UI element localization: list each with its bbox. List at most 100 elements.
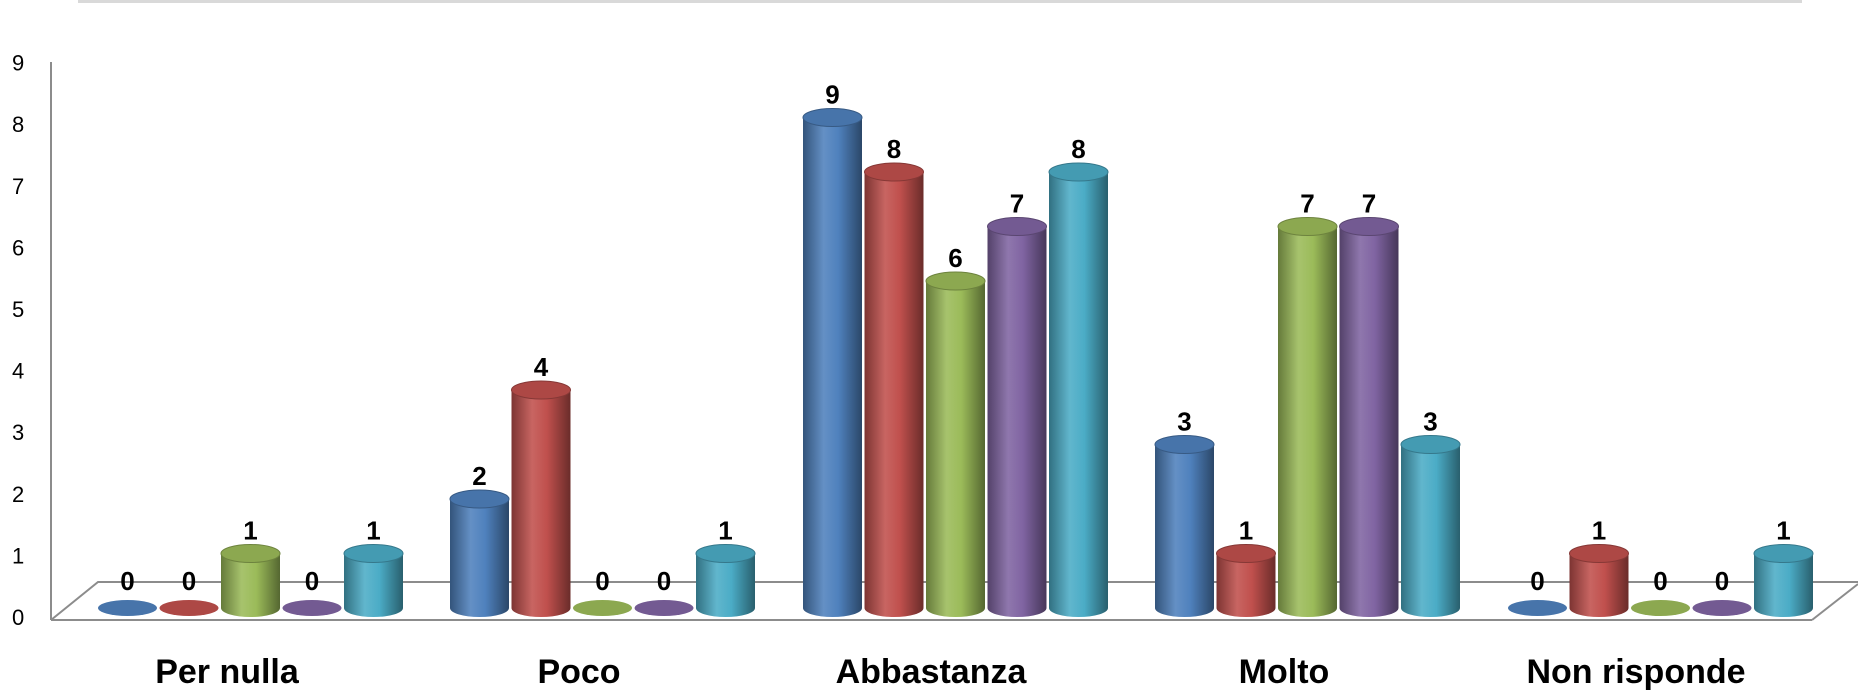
bar <box>282 600 342 616</box>
bar-top <box>925 271 986 291</box>
bar <box>864 162 924 617</box>
bar-top <box>1339 217 1399 236</box>
data-label: 7 <box>1010 189 1024 219</box>
y-tick-label: 8 <box>12 112 24 137</box>
bar <box>987 217 1047 617</box>
bar-zero-cap <box>159 600 219 616</box>
bar <box>1508 600 1567 616</box>
bar <box>1277 217 1338 617</box>
bar-body <box>221 553 280 617</box>
data-label: 7 <box>1362 189 1376 219</box>
data-label: 0 <box>305 566 319 596</box>
bar <box>343 544 404 617</box>
bar <box>1569 544 1629 617</box>
bar-zero-cap <box>573 600 632 616</box>
y-tick-label: 6 <box>12 235 24 260</box>
bar-body <box>1278 226 1337 617</box>
bar-body <box>1569 553 1629 617</box>
bar <box>1631 600 1690 616</box>
bar <box>220 544 281 617</box>
bar <box>634 600 694 616</box>
bar <box>1339 217 1399 617</box>
bar-top <box>987 217 1047 236</box>
bar <box>1400 435 1461 617</box>
bar-top <box>802 108 863 127</box>
data-label: 3 <box>1423 407 1437 437</box>
data-label: 8 <box>887 134 901 164</box>
bar <box>1753 544 1814 617</box>
bar-body <box>696 553 755 617</box>
data-label: 7 <box>1300 189 1314 219</box>
bar-body <box>1155 444 1214 617</box>
y-tick-label: 0 <box>12 605 24 630</box>
data-label: 0 <box>120 566 134 596</box>
bar <box>925 271 986 617</box>
bar-top <box>220 544 281 563</box>
bar-top <box>449 489 510 509</box>
title-strip <box>78 0 1802 3</box>
data-label: 9 <box>825 80 839 110</box>
category-label: Molto <box>1239 653 1330 690</box>
y-tick-label: 9 <box>12 51 24 76</box>
bar <box>695 544 756 617</box>
y-tick-label: 7 <box>12 174 24 199</box>
data-label: 3 <box>1177 407 1191 437</box>
bar-body <box>1339 226 1399 617</box>
bar-body <box>926 281 985 617</box>
bar-body <box>803 117 862 617</box>
data-label: 1 <box>366 516 380 546</box>
bar-body <box>987 226 1047 617</box>
bar-body <box>344 553 403 617</box>
bar-zero-cap <box>98 600 157 616</box>
data-label: 6 <box>948 243 962 273</box>
y-tick-label: 5 <box>12 297 24 322</box>
bar-top <box>343 544 404 563</box>
bar-top <box>695 544 756 563</box>
bar-top <box>864 162 924 182</box>
bar-body <box>1401 444 1460 617</box>
bar <box>1048 162 1109 617</box>
data-label: 0 <box>595 566 609 596</box>
bar-top <box>1753 544 1814 563</box>
bar <box>511 380 571 617</box>
bar-zero-cap <box>1692 600 1752 616</box>
bar-zero-cap <box>282 600 342 616</box>
category-label: Abbastanza <box>836 653 1028 690</box>
data-label: 0 <box>657 566 671 596</box>
floor-right-edge <box>1811 583 1858 621</box>
category-label: Per nulla <box>155 653 300 690</box>
bar <box>802 108 863 617</box>
bar-zero-cap <box>1508 600 1567 616</box>
data-label: 1 <box>1776 516 1790 546</box>
bar-top <box>1569 544 1629 563</box>
category-labels: Per nulla Poco Abbastanza Molto Non risponde <box>155 653 1745 690</box>
bar-top <box>1048 162 1109 182</box>
bars <box>98 108 1814 617</box>
bar-top <box>511 380 571 400</box>
category-label: Non risponde <box>1526 653 1745 690</box>
y-tick-label: 1 <box>12 543 24 568</box>
bar <box>449 489 510 617</box>
bar <box>159 600 219 616</box>
data-labels: 0 0 1 0 1 2 4 0 0 1 9 8 6 7 8 3 1 7 7 3 0 1 0 0 1 <box>120 80 1790 597</box>
data-label: 8 <box>1071 134 1085 164</box>
bar-top <box>1400 435 1461 454</box>
bar-body <box>511 390 571 617</box>
bar <box>98 600 157 616</box>
bar-zero-cap <box>634 600 694 616</box>
y-axis-ticks: 0 1 2 3 4 5 6 7 8 9 <box>12 51 24 630</box>
data-label: 4 <box>534 352 549 382</box>
data-label: 1 <box>1239 516 1253 546</box>
bar <box>1692 600 1752 616</box>
bar <box>1216 544 1276 617</box>
data-label: 0 <box>1530 566 1544 596</box>
y-tick-label: 3 <box>12 420 24 445</box>
bar-top <box>1216 544 1276 563</box>
data-label: 0 <box>1653 566 1667 596</box>
bar-top <box>1277 217 1338 236</box>
bar <box>1154 435 1215 617</box>
data-label: 2 <box>472 461 486 491</box>
y-tick-label: 4 <box>12 359 24 384</box>
data-label: 1 <box>1592 516 1606 546</box>
